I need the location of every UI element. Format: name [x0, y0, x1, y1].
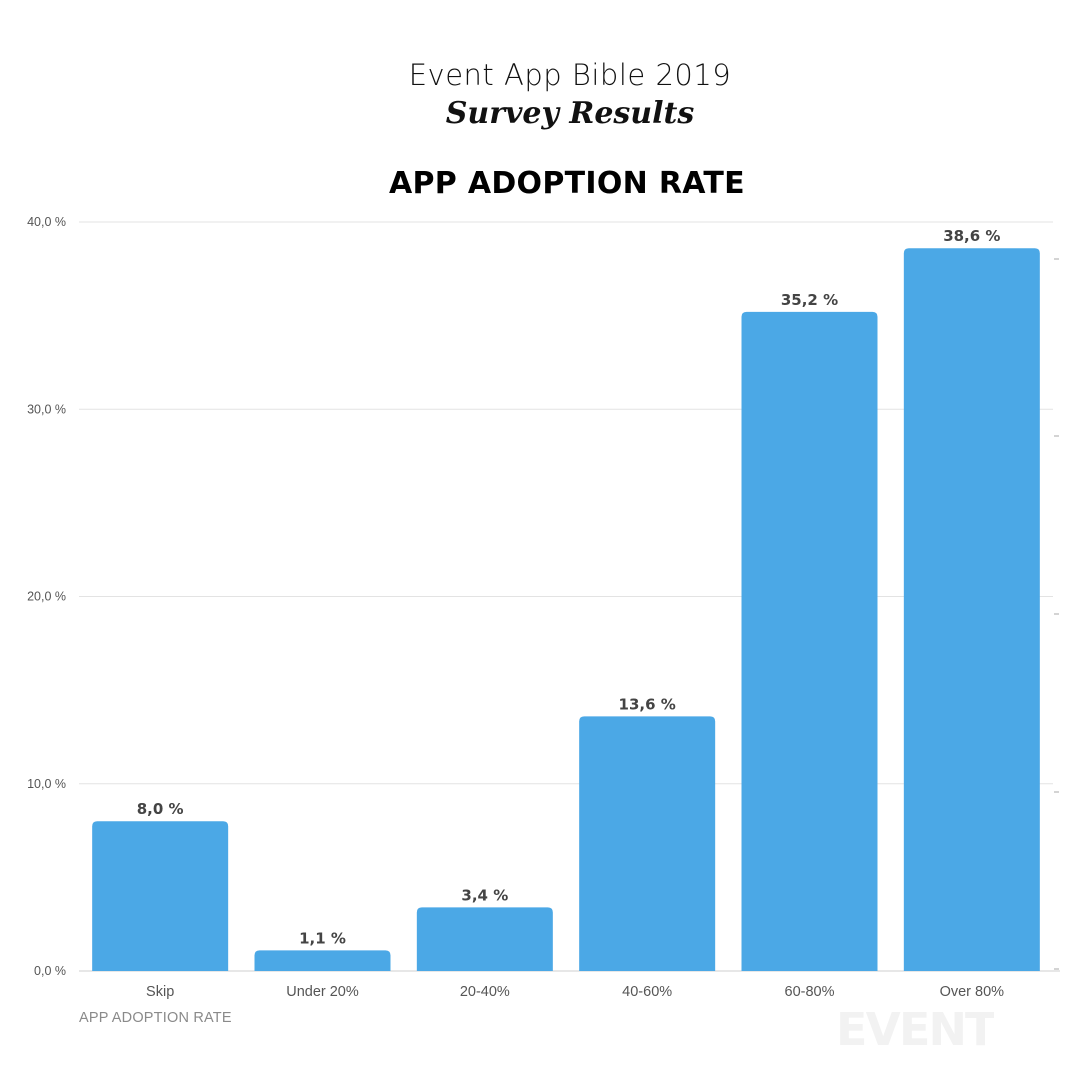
data-label: 35,2 %: [781, 291, 838, 309]
bar: [903, 248, 1040, 972]
data-label: 3,4 %: [461, 886, 508, 904]
y-tick-label: 30,0 %: [27, 402, 66, 416]
x-tick-label: Under 20%: [286, 984, 359, 1000]
chart-title: APP ADOPTION RATE: [389, 166, 745, 201]
bar: [741, 311, 878, 971]
x-tick-label: 40-60%: [622, 984, 672, 1000]
x-tick-label: Over 80%: [940, 984, 1005, 1000]
y-tick-label: 10,0 %: [27, 777, 66, 791]
y-tick-label: 0,0 %: [34, 964, 66, 978]
bar: [254, 950, 391, 971]
page-title: Event App Bible 2019: [408, 58, 732, 92]
data-label: 13,6 %: [619, 695, 676, 713]
data-label: 38,6 %: [943, 227, 1000, 245]
bar: [416, 907, 553, 971]
x-tick-label: 60-80%: [785, 984, 835, 1000]
x-tick-label: 20-40%: [460, 984, 510, 1000]
bar: [579, 716, 716, 971]
y-tick-label: 20,0 %: [27, 590, 66, 604]
data-label: 1,1 %: [299, 929, 346, 947]
bar: [92, 821, 229, 971]
x-tick-label: Skip: [146, 984, 174, 1000]
data-label: 8,0 %: [137, 800, 184, 818]
y-tick-label: 40,0 %: [27, 215, 66, 229]
page-subtitle: Survey Results: [445, 96, 695, 131]
x-axis-caption: APP ADOPTION RATE: [79, 1010, 232, 1026]
brand-watermark: EVENT: [836, 1012, 995, 1046]
